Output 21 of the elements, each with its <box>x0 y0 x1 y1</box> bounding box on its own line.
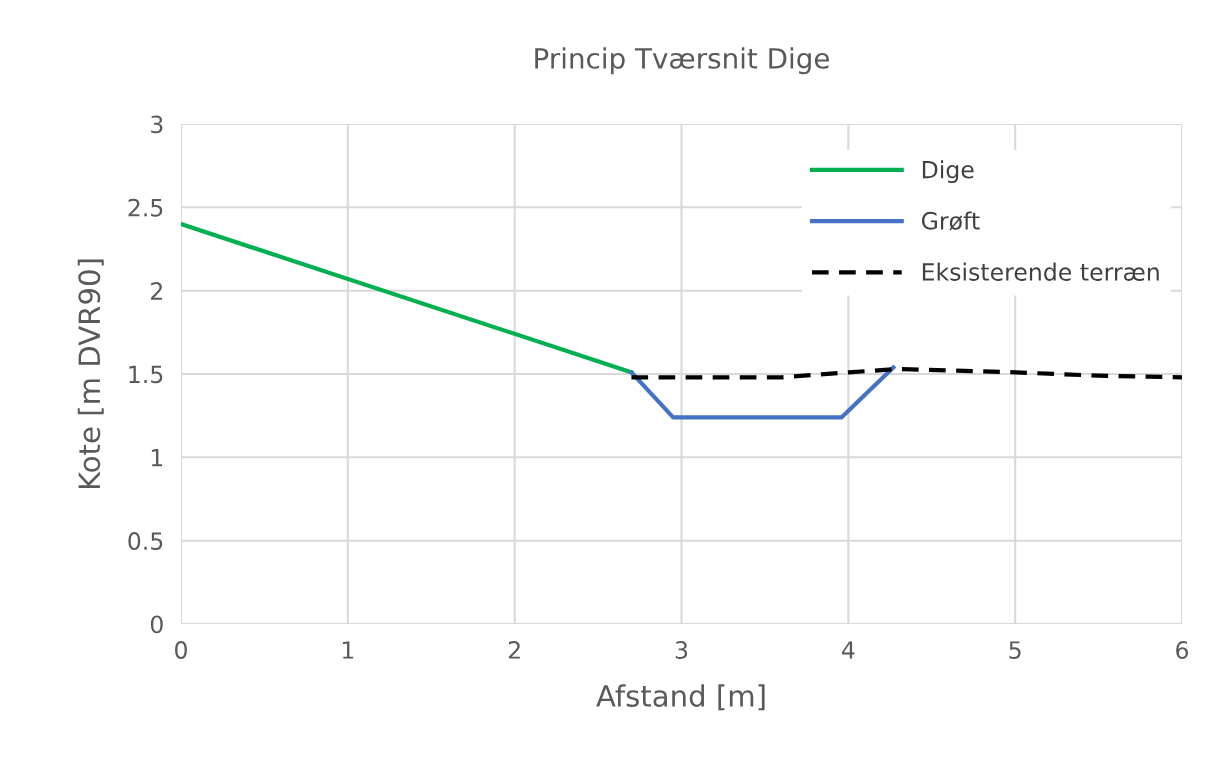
chart-title: Princip Tværsnit Dige <box>535 47 829 75</box>
y-tick-label: 2 <box>151 282 162 300</box>
x-tick-label: 6 <box>1176 641 1189 659</box>
y-tick-label: 1 <box>151 449 163 467</box>
x-tick-label: 1 <box>342 641 354 659</box>
x-axis-title: Afstand [m] <box>596 684 765 711</box>
y-tick-label: 1.5 <box>129 365 163 384</box>
x-tick-label: 3 <box>675 641 688 659</box>
x-tick-label: 5 <box>1009 641 1021 659</box>
x-tick-label: 2 <box>508 641 520 659</box>
x-tick-label: 4 <box>841 641 855 659</box>
y-tick-label: 2.5 <box>128 198 163 217</box>
y-axis-title: Kote [m DVR90] <box>77 259 104 489</box>
line-series <box>629 366 1182 380</box>
legend-label: Dige <box>922 160 974 184</box>
y-tick-label: 0.5 <box>128 532 163 550</box>
legend-label: Eksisterende terræn <box>922 262 1159 281</box>
legend-label: Grøft <box>921 211 980 231</box>
x-tick-label: 0 <box>175 641 187 659</box>
y-tick-label: 3 <box>151 115 163 134</box>
y-tick-label: 0 <box>150 615 163 634</box>
